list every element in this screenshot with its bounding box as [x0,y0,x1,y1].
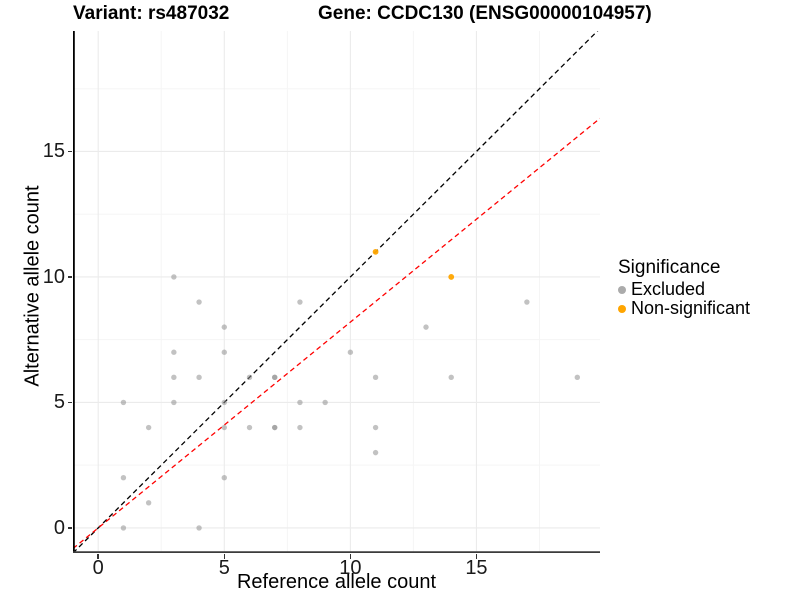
data-point-excluded [221,399,227,406]
data-point-excluded [120,399,127,406]
regression-line [73,117,600,549]
data-point-excluded [221,424,227,431]
legend-item-label: Excluded [631,279,706,299]
data-point-non-significant [448,274,455,280]
y-tick-mark [67,276,72,278]
y-tick-mark [67,401,72,404]
gene-title: Gene: CCDC130 (ENSG00000104957) [318,3,652,24]
data-point-excluded [372,424,379,431]
x-tick-mark [475,554,478,559]
x-tick-label: 0 [92,557,104,579]
data-point-non-significant [372,248,379,255]
data-point-excluded [246,424,253,431]
y-tick-label: 15 [42,140,65,163]
x-tick-mark [97,554,99,559]
variant-title: Variant: rs487032 [73,3,230,24]
data-point-excluded [196,374,202,381]
data-point-excluded [246,374,253,381]
data-point-excluded [171,274,177,280]
y-tick-label: 5 [53,391,65,414]
data-point-excluded [372,449,379,456]
data-point-excluded [574,374,581,381]
y-tick-label: 0 [53,516,65,539]
data-point-excluded [297,299,303,305]
data-point-excluded [221,324,227,330]
legend-item-label: Non-significant [631,298,751,318]
x-tick-label: 5 [218,557,230,579]
data-point-excluded [145,424,152,431]
legend: Significance Excluded Non-significant [618,256,750,318]
data-point-excluded [372,374,379,381]
data-point-excluded [171,399,177,406]
legend-item-non-significant: Non-significant [618,298,751,318]
data-point-excluded [221,349,227,355]
y-tick-mark [67,150,72,153]
data-point-excluded [145,500,152,506]
x-tick-mark [223,554,226,559]
y-tick-mark [67,527,72,529]
legend-dot-icon [618,304,626,313]
data-point-excluded [524,299,530,305]
data-point-excluded [120,475,127,481]
legend-items: Excluded Non-significant [618,279,751,318]
data-point-excluded [120,525,127,531]
legend-dot-icon [618,285,626,294]
data-point-excluded [171,349,177,355]
identity-line [73,31,599,553]
plot-panel [73,31,600,553]
data-point-excluded [423,324,429,330]
data-point-excluded [196,525,202,531]
data-point-excluded [221,475,227,481]
x-tick-label: 10 [339,557,362,579]
data-point-excluded [272,374,278,381]
legend-title: Significance [618,257,721,278]
data-point-excluded [322,399,328,406]
y-tick-label: 10 [42,265,65,288]
x-tick-label: 15 [465,557,488,579]
x-axis-title: Reference allele count [236,571,436,593]
x-tick-mark [349,554,352,559]
legend-item-excluded: Excluded [618,279,750,299]
data-point-excluded [196,299,202,305]
data-point-excluded [171,374,177,381]
data-point-excluded [272,424,278,431]
data-point-excluded [347,349,354,355]
data-point-excluded [297,399,303,406]
data-point-excluded [297,424,303,431]
data-point-excluded [448,374,454,381]
